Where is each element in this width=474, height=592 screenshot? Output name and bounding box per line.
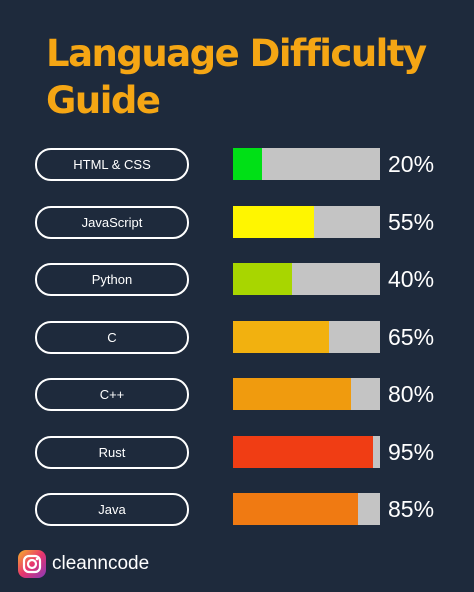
bar-track bbox=[233, 263, 380, 295]
chart-title: Language Difficulty Guide bbox=[46, 32, 427, 122]
bar-row: Rust 95% bbox=[0, 435, 474, 469]
bar-row: Java 85% bbox=[0, 492, 474, 526]
value-label: 20% bbox=[388, 151, 435, 177]
value-label: 40% bbox=[388, 266, 435, 292]
value-label: 80% bbox=[388, 381, 435, 407]
bar-fill bbox=[233, 206, 314, 238]
bar-track bbox=[233, 493, 380, 525]
bar-row: C 65% bbox=[0, 320, 474, 354]
bar-fill bbox=[233, 321, 329, 353]
value-label: 85% bbox=[388, 496, 435, 522]
value-label: 55% bbox=[388, 209, 435, 235]
value-label: 95% bbox=[388, 439, 435, 465]
category-label: Python bbox=[35, 263, 189, 296]
category-label: C bbox=[35, 321, 189, 354]
category-label: HTML & CSS bbox=[35, 148, 189, 181]
bar-track bbox=[233, 148, 380, 180]
bar-row: C++ 80% bbox=[0, 377, 474, 411]
bar-track bbox=[233, 321, 380, 353]
bar-fill bbox=[233, 493, 358, 525]
category-label: C++ bbox=[35, 378, 189, 411]
value-label: 65% bbox=[388, 324, 435, 350]
category-label: Rust bbox=[35, 436, 189, 469]
bar-track bbox=[233, 206, 380, 238]
brand-name: cleanncode bbox=[52, 553, 150, 574]
bar-row: JavaScript 55% bbox=[0, 205, 474, 239]
category-label: Java bbox=[35, 493, 189, 526]
bar-fill bbox=[233, 148, 262, 180]
bar-track bbox=[233, 378, 380, 410]
bar-row: Python 40% bbox=[0, 262, 474, 296]
bar-track bbox=[233, 436, 380, 468]
bar-fill bbox=[233, 263, 292, 295]
bar-fill bbox=[233, 378, 351, 410]
bar-row: HTML & CSS 20% bbox=[0, 147, 474, 181]
category-label: JavaScript bbox=[35, 206, 189, 239]
bar-fill bbox=[233, 436, 373, 468]
instagram-icon bbox=[18, 550, 46, 578]
